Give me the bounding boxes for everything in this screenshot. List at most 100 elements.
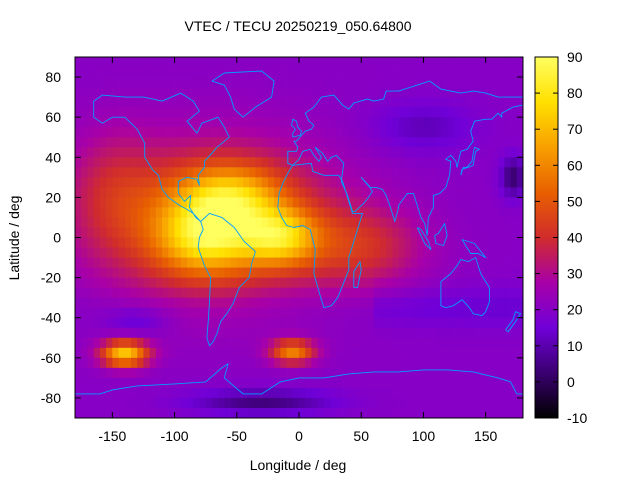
heatmap-cell	[305, 207, 312, 218]
heatmap-cell	[379, 367, 387, 379]
heatmap-cell	[379, 357, 387, 369]
heatmap-cell	[491, 257, 499, 268]
heatmap-cell	[243, 217, 250, 228]
heatmap-cell	[292, 127, 300, 138]
heatmap-cell	[211, 157, 219, 168]
heatmap-cell	[143, 227, 151, 238]
heatmap-cell	[305, 317, 312, 329]
heatmap-cell	[323, 347, 331, 359]
heatmap-cell	[174, 107, 182, 118]
heatmap-cell	[460, 387, 468, 399]
heatmap-cell	[124, 187, 132, 198]
heatmap-cell	[143, 377, 151, 389]
heatmap-cell	[516, 117, 523, 128]
heatmap-cell	[429, 117, 437, 128]
heatmap-cell	[274, 87, 281, 98]
heatmap-cell	[467, 397, 474, 409]
heatmap-cell	[454, 67, 462, 78]
heatmap-cell	[218, 217, 225, 228]
heatmap-cell	[373, 107, 381, 118]
heatmap-cell	[404, 217, 412, 228]
heatmap-cell	[404, 177, 412, 188]
heatmap-cell	[280, 367, 287, 379]
heatmap-cell	[249, 407, 256, 418]
heatmap-cell	[435, 177, 443, 188]
heatmap-cell	[411, 287, 418, 299]
heatmap-cell	[267, 347, 275, 359]
heatmap-cell	[317, 347, 325, 359]
heatmap-cell	[491, 247, 499, 258]
heatmap-cell	[174, 317, 182, 329]
heatmap-cell	[411, 327, 418, 339]
heatmap-cell	[292, 287, 300, 299]
heatmap-cell	[187, 327, 194, 339]
heatmap-cell	[398, 77, 406, 88]
heatmap-cell	[323, 57, 331, 68]
heatmap-cell	[442, 277, 449, 289]
heatmap-cell	[149, 257, 157, 268]
heatmap-cell	[355, 97, 362, 108]
heatmap-cell	[373, 97, 381, 108]
heatmap-cell	[236, 327, 244, 339]
heatmap-cell	[162, 297, 169, 309]
heatmap-cell	[267, 277, 275, 289]
x-tick-label: -150	[98, 428, 126, 444]
heatmap-cell	[448, 237, 455, 248]
heatmap-cell	[93, 57, 101, 68]
heatmap-cell	[417, 97, 424, 108]
heatmap-cell	[516, 147, 523, 158]
heatmap-cell	[218, 197, 225, 208]
heatmap-cell	[398, 227, 406, 238]
heatmap-cell	[75, 137, 82, 148]
heatmap-cell	[243, 407, 250, 418]
heatmap-cell	[485, 247, 493, 258]
heatmap-cell	[155, 347, 163, 359]
heatmap-cell	[379, 57, 387, 68]
heatmap-cell	[323, 107, 331, 118]
heatmap-cell	[230, 97, 238, 108]
heatmap-cell	[342, 387, 350, 399]
heatmap-cell	[479, 167, 487, 178]
heatmap-cell	[504, 267, 511, 279]
heatmap-cell	[118, 337, 126, 349]
heatmap-cell	[261, 197, 269, 208]
heatmap-cell	[323, 167, 331, 178]
heatmap-cell	[274, 157, 281, 168]
heatmap-cell	[199, 287, 207, 299]
heatmap-cell	[280, 307, 287, 319]
heatmap-cell	[386, 307, 393, 319]
heatmap-cell	[323, 177, 331, 188]
heatmap-cell	[274, 377, 281, 389]
heatmap-cell	[75, 197, 82, 208]
heatmap-cell	[118, 297, 126, 309]
heatmap-cell	[299, 347, 306, 359]
heatmap-cell	[274, 117, 281, 128]
heatmap-cell	[411, 67, 418, 78]
heatmap-cell	[398, 187, 406, 198]
heatmap-cell	[249, 297, 256, 309]
heatmap-cell	[230, 197, 238, 208]
chart-title: VTEC / TECU 20250219_050.64800	[184, 18, 411, 34]
heatmap-cell	[448, 217, 455, 228]
heatmap-cell	[460, 197, 468, 208]
heatmap-cell	[112, 267, 119, 279]
heatmap-cell	[87, 137, 95, 148]
heatmap-cell	[292, 57, 300, 68]
heatmap-cell	[286, 77, 294, 88]
heatmap-cell	[398, 57, 406, 68]
heatmap-cell	[106, 77, 113, 88]
heatmap-cell	[230, 187, 238, 198]
heatmap-cell	[93, 387, 101, 399]
heatmap-cell	[330, 367, 337, 379]
heatmap-cell	[168, 227, 175, 238]
heatmap-cell	[75, 167, 82, 178]
heatmap-cell	[361, 167, 368, 178]
heatmap-cell	[448, 387, 455, 399]
heatmap-cell	[442, 107, 449, 118]
heatmap-cell	[429, 77, 437, 88]
heatmap-cell	[423, 357, 431, 369]
heatmap-cell	[75, 277, 82, 289]
heatmap-cell	[516, 107, 523, 118]
heatmap-cell	[392, 297, 399, 309]
heatmap-cell	[280, 127, 287, 138]
